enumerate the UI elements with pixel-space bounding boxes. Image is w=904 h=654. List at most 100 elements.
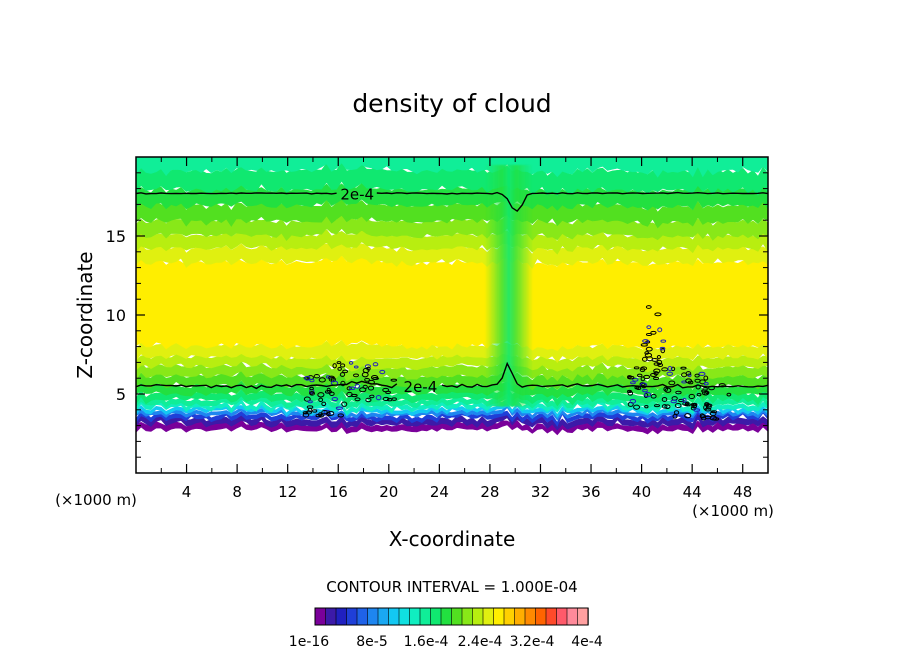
colorbar-swatch — [451, 607, 463, 626]
speckle-contour — [657, 362, 664, 368]
speckle-contour — [318, 414, 324, 418]
speckle-contour — [690, 402, 698, 407]
speckle-contour — [340, 363, 346, 368]
speckle-contour — [684, 403, 691, 407]
speckle-contour — [645, 332, 653, 337]
speckle-contour — [359, 387, 367, 393]
speckle-contour — [685, 378, 693, 384]
speckle-contour — [650, 393, 657, 399]
colorbar-label-1: 8e-5 — [356, 634, 387, 650]
speckle-contour — [699, 413, 705, 419]
speckle-contour — [660, 339, 667, 343]
speckle-contour — [366, 366, 371, 371]
field-band — [136, 361, 768, 382]
speckle-contour — [304, 375, 311, 381]
colorbar-swatch — [430, 607, 442, 626]
chart-title: density of cloud — [352, 89, 551, 118]
speckle-contour — [350, 393, 358, 398]
speckle-contour — [375, 394, 382, 401]
speckle-contour — [346, 386, 352, 391]
speckle-contour — [633, 404, 641, 410]
speckle-contour — [321, 410, 328, 415]
speckle-contour — [709, 411, 717, 417]
speckle-contour — [680, 366, 687, 370]
x-tick-label-4: 4 — [182, 483, 192, 501]
colorbar-swatch — [461, 607, 474, 626]
speckle-contour — [335, 406, 344, 410]
speckle-contour — [302, 412, 310, 418]
speckle-contour — [312, 409, 318, 413]
speckle-contour — [636, 373, 643, 378]
speckle-contour — [684, 413, 692, 419]
colorbar-label-3: 2.4e-4 — [458, 634, 503, 650]
speckle-contour — [643, 391, 652, 398]
speckle-contour — [391, 397, 397, 401]
speckle-contour — [354, 397, 361, 402]
speckle-contour — [317, 392, 325, 398]
colorbar-swatch — [482, 607, 495, 626]
colorbar-swatch — [377, 607, 390, 626]
speckle-contour — [632, 377, 639, 382]
colorbar-labels: 1e-16 8e-5 1.6e-4 2.4e-4 3.2e-4 4e-4 — [289, 634, 603, 650]
speckle-contour — [646, 325, 652, 330]
speckle-contour — [691, 403, 698, 409]
colorbar-swatch — [440, 607, 453, 626]
speckle-contour — [673, 410, 680, 415]
contour-lines: 2e-4 2e-4 — [136, 185, 768, 396]
speckle-contour — [657, 327, 663, 333]
speckle-contour — [644, 404, 649, 409]
speckle-contour — [346, 391, 353, 398]
x-unit-left: (×1000 m) — [55, 491, 137, 509]
speckle-contour — [306, 405, 314, 409]
colorbar-swatch — [388, 607, 400, 626]
speckle-contour — [656, 359, 663, 366]
speckle-contour — [627, 375, 635, 380]
y-tick-label-5: 5 — [116, 385, 126, 404]
speckle-contour — [694, 373, 700, 378]
speckle-contour — [703, 382, 709, 386]
speckle-contour — [372, 377, 379, 381]
x-tick-label-20: 20 — [379, 483, 398, 501]
speckle-contour — [327, 410, 335, 416]
speckle-contour — [675, 390, 682, 395]
speckle-contour — [705, 402, 710, 407]
colorbar-swatch — [577, 607, 589, 626]
contour-line-upper — [136, 191, 768, 213]
speckle-contour — [332, 363, 337, 369]
colorbar-label-5: 4e-4 — [571, 634, 603, 650]
speckle-contour — [639, 367, 646, 373]
x-axis-label: X-coordinate — [389, 527, 516, 551]
speckle-contour — [361, 371, 369, 378]
speckle-contour — [650, 330, 657, 335]
speckle-contour — [703, 390, 709, 396]
colorbar-swatch — [535, 607, 547, 626]
field-band — [136, 157, 768, 178]
speckle-contour — [626, 389, 633, 394]
colorbar-label-4: 3.2e-4 — [510, 634, 555, 650]
colorbar-swatch — [545, 607, 558, 626]
speckle-contour — [340, 380, 346, 387]
speckle-contour — [303, 396, 311, 402]
speckle-contour — [726, 392, 732, 397]
speckle-contour — [654, 312, 662, 317]
speckle-contour — [337, 366, 342, 371]
colorbar-frame — [314, 607, 589, 626]
x-tick-label-48: 48 — [733, 483, 752, 501]
x-axis-ticks: 4 8 12 16 20 24 28 32 36 40 44 48 — [160, 157, 752, 501]
speckle-contour — [670, 366, 676, 372]
y-axis-label: Z-coordinate — [73, 251, 97, 378]
speckle-contour — [309, 378, 315, 383]
speckle-contour — [653, 404, 661, 408]
x-tick-label-24: 24 — [430, 483, 449, 501]
speckle-contour — [364, 364, 371, 369]
x-tick-label-12: 12 — [278, 483, 297, 501]
speckle-contour — [678, 398, 685, 403]
speckle-contour — [674, 402, 682, 409]
speckle-contour — [651, 358, 659, 362]
colorbar-swatch — [325, 607, 337, 626]
field-band — [136, 419, 768, 436]
speckle-contour — [696, 392, 702, 397]
colorbar-swatch — [367, 607, 379, 626]
colorbar-label-0: 1e-16 — [289, 634, 329, 650]
speckle-contour — [382, 387, 390, 393]
